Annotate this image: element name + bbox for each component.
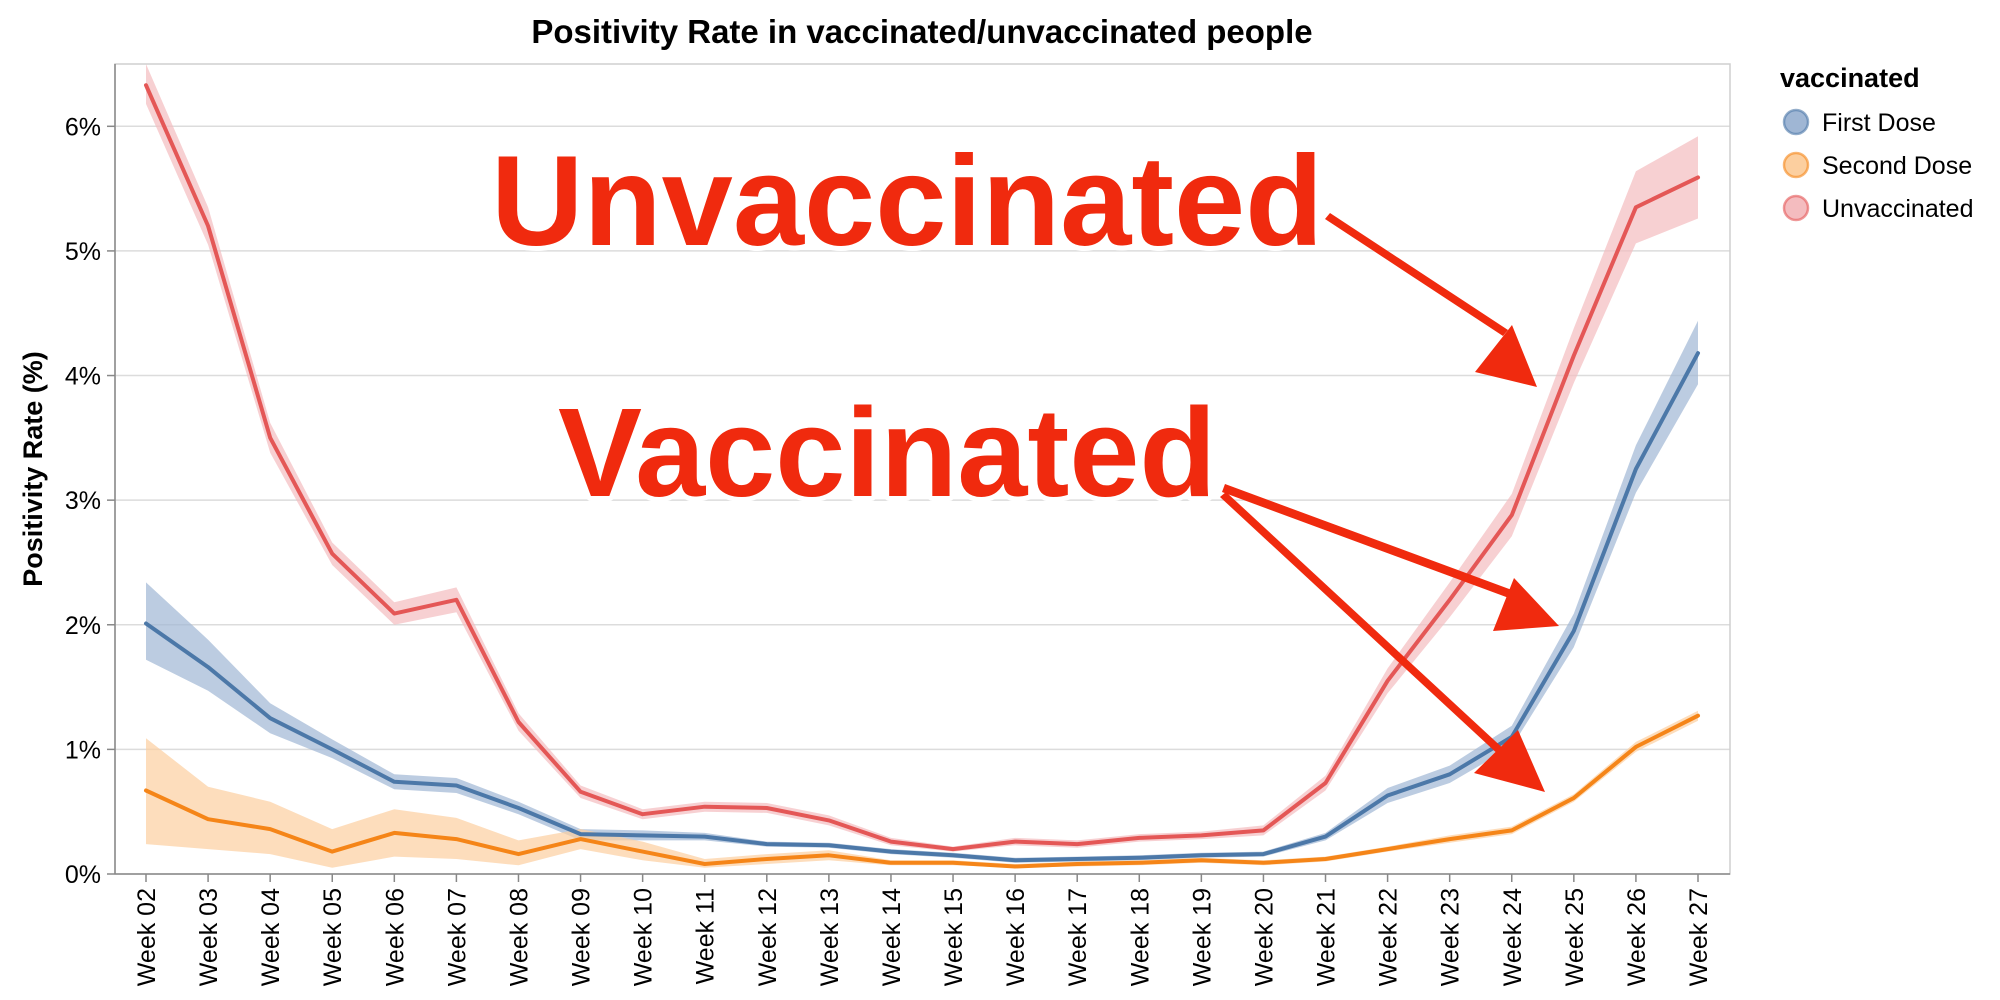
x-tick-label: Week 16: [1002, 888, 1030, 986]
x-tick-label: Week 21: [1313, 888, 1341, 986]
legend[interactable]: vaccinated First Dose Second Dose Unvaccin…: [1780, 63, 1973, 223]
y-tick-label: 2%: [65, 612, 101, 640]
x-tick-label: Week 04: [257, 888, 285, 986]
axes: 0% 1% 2% 3% 4% 5% 6% Week 02 Week 03 Week 04 Week …: [65, 64, 1730, 986]
chart-title: Positivity Rate in vaccinated/unvaccinat…: [531, 13, 1312, 50]
x-tick-label: Week 15: [940, 888, 968, 986]
arrow-shaft: [1220, 492, 1507, 757]
annotation-unvaccinated: Unvaccinated: [491, 130, 1323, 273]
x-tick-label: Week 08: [505, 888, 533, 986]
line-first-dose: [144, 351, 1700, 863]
x-tick-label: Week 25: [1561, 888, 1589, 986]
legend-symbol-unvaccinated: [1782, 194, 1810, 222]
x-tick-label: Week 24: [1499, 888, 1527, 986]
line-unvaccinated: [144, 83, 1700, 852]
annotations: Unvaccinated Vaccinated: [486, 125, 1559, 792]
series-lines: [144, 83, 1700, 869]
band-second-dose: [146, 710, 1698, 868]
legend-label-first-dose: First Dose: [1822, 109, 1936, 137]
legend-symbol-second-dose: [1782, 151, 1810, 179]
x-tick-label: Week 27: [1685, 888, 1713, 986]
annotation-arrow-unvaccinated: [1325, 213, 1537, 387]
y-tick-label: 0%: [65, 861, 101, 889]
legend-label-unvaccinated: Unvaccinated: [1822, 195, 1973, 223]
x-tick-label: Week 22: [1375, 888, 1403, 986]
x-tick-label: Week 26: [1623, 888, 1651, 986]
x-tick-label: Week 13: [816, 888, 844, 986]
y-tick-label: 4%: [65, 363, 101, 391]
arrow-shaft: [1325, 213, 1508, 336]
x-tick-label: Week 19: [1188, 888, 1216, 986]
y-tick-label: 3%: [65, 487, 101, 515]
x-tick-label: Week 12: [754, 888, 782, 986]
annotation-vaccinated: Vaccinated: [558, 382, 1216, 523]
annotation-arrow-vaccinated-first: [1222, 484, 1559, 631]
x-tick-label: Week 18: [1126, 888, 1154, 986]
arrow-head: [1475, 325, 1537, 387]
arrow-shaft: [1222, 484, 1520, 601]
x-tick-label: Week 20: [1250, 888, 1278, 986]
line-second-dose: [144, 713, 1700, 869]
x-tick-label: Week 14: [878, 888, 906, 986]
x-tick-label: Week 11: [692, 888, 720, 984]
x-tick-label: Week 05: [319, 888, 347, 986]
arrow-head: [1493, 578, 1559, 631]
x-tick-label: Week 23: [1437, 888, 1465, 986]
x-tick-label: Week 10: [630, 888, 658, 986]
x-tick-label: Week 02: [133, 888, 161, 986]
y-tick-label: 5%: [65, 238, 101, 266]
x-tick-label: Week 07: [443, 888, 471, 986]
annotation-arrow-vaccinated-second: [1220, 492, 1545, 792]
x-tick-label: Week 09: [568, 888, 596, 986]
y-axis-title: Positivity Rate (%): [18, 351, 48, 587]
confidence-bands: [146, 64, 1698, 868]
x-tick-label: Week 06: [381, 888, 409, 986]
x-tick-label: Week 03: [195, 888, 223, 986]
legend-label-second-dose: Second Dose: [1822, 152, 1972, 180]
legend-title: vaccinated: [1780, 63, 1920, 93]
y-tick-label: 6%: [65, 113, 101, 141]
legend-symbol-first-dose: [1782, 108, 1810, 136]
grid-lines: [115, 125, 1730, 751]
y-tick-label: 1%: [65, 736, 101, 764]
arrow-head: [1474, 730, 1545, 792]
x-tick-label: Week 17: [1064, 888, 1092, 986]
